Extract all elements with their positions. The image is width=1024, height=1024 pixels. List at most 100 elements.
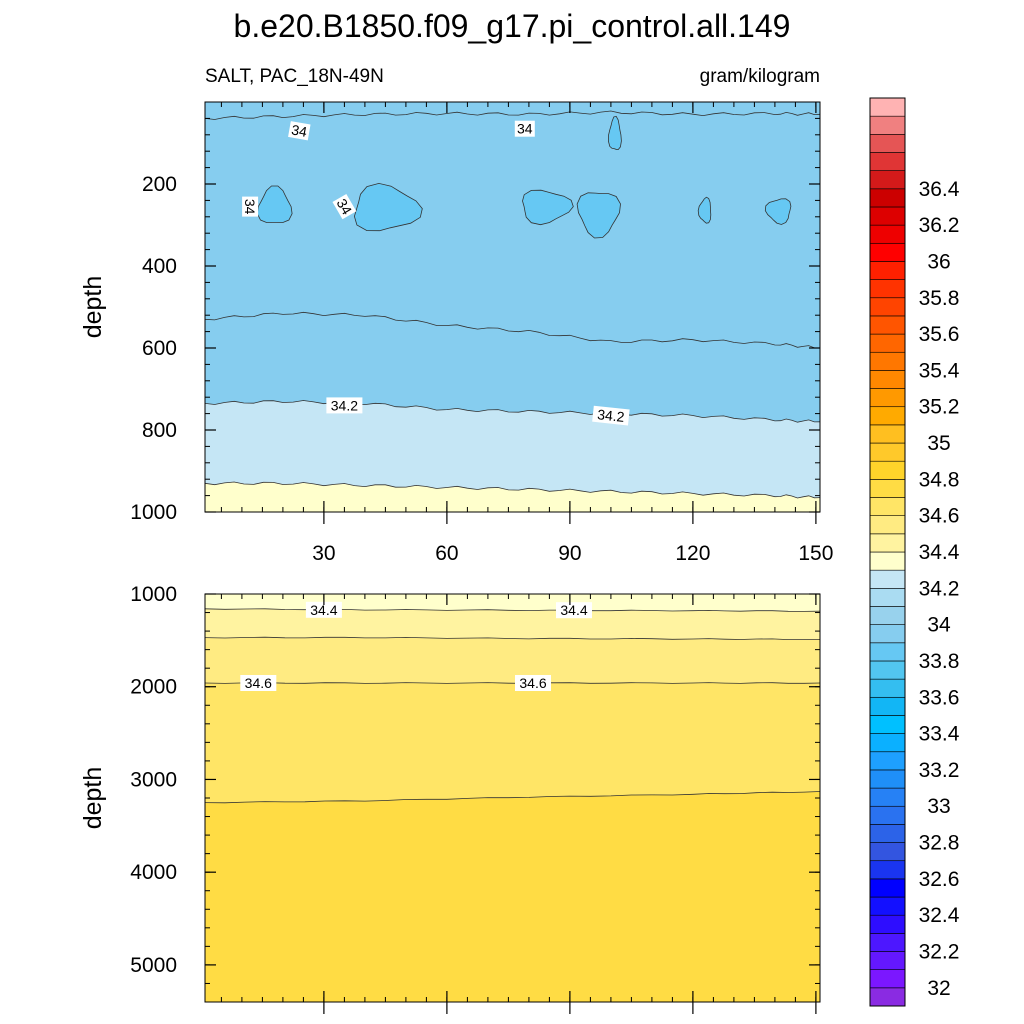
salinity-patch <box>607 115 622 151</box>
contour-label-text: 34.6 <box>245 675 272 691</box>
contour-label: 34 <box>332 193 357 220</box>
y-tick-label: 200 <box>142 173 177 196</box>
contour-label: 34.2 <box>592 405 630 426</box>
colorbar-swatch <box>869 769 906 789</box>
colorbar-swatch <box>869 370 906 389</box>
salinity-patch <box>576 192 621 239</box>
colorbar-tick-label: 34.6 <box>919 505 960 528</box>
colorbar-swatch <box>869 424 906 444</box>
colorbar-tick-label: 34 <box>927 614 951 637</box>
contour-label-box <box>288 121 311 141</box>
contour-label-text: 34 <box>334 196 356 218</box>
plot-frame <box>204 101 821 513</box>
y-axis-label: depth <box>79 767 107 830</box>
contour-label: 34.6 <box>240 675 277 691</box>
colorbar-swatch <box>869 333 906 353</box>
x-tick-label: 120 <box>675 542 710 565</box>
contour-label-text: 34 <box>517 121 533 137</box>
x-tick-label: 30 <box>312 542 335 565</box>
colorbar-tick-label: 33 <box>927 795 950 818</box>
figure-title: b.e20.B1850.f09_g17.pi_control.all.149 <box>234 8 791 44</box>
colorbar-swatch <box>869 170 906 190</box>
colorbar-swatch <box>869 896 906 916</box>
colorbar-swatch <box>869 297 906 317</box>
contour-line <box>205 481 820 499</box>
colorbar-swatch <box>869 261 906 280</box>
salinity-band <box>205 102 820 348</box>
x-tick-label: 60 <box>435 542 458 565</box>
colorbar-swatch <box>869 696 906 716</box>
colorbar-swatch <box>869 442 906 462</box>
colorbar-swatch <box>869 860 906 880</box>
colorbar-swatch <box>869 969 906 989</box>
colorbar-swatch <box>869 351 906 371</box>
colorbar-tick-label: 32.4 <box>919 904 960 927</box>
contour-line <box>205 110 820 120</box>
contour-label: 34.6 <box>515 675 551 691</box>
colorbar-swatch <box>869 624 906 644</box>
lower-depth-panel: 34.4 34.4 34.6 34.6 1000 2000 3000 4000 5000 dept… <box>79 583 821 1014</box>
salinity-band <box>205 791 820 1002</box>
colorbar-tick-label: 33.2 <box>919 759 960 782</box>
salinity-patch <box>353 182 423 232</box>
y-axis-label: depth <box>79 276 107 339</box>
colorbar-swatch <box>869 188 906 208</box>
contour-label-text: 34.4 <box>310 602 337 618</box>
colorbar-swatch <box>869 660 906 680</box>
colorbar-swatch <box>869 115 906 135</box>
colorbar-tick-label: 35.6 <box>919 323 960 346</box>
contour-label-text: 34.4 <box>560 602 587 618</box>
contour-line <box>205 791 820 804</box>
colorbar-swatch <box>869 224 906 244</box>
plot-area: 34.4 34.4 34.6 34.6 <box>205 594 820 1002</box>
contour-label-text: 34 <box>242 199 258 215</box>
colorbar-tick-label: 33.8 <box>919 650 960 673</box>
y-tick-label: 4000 <box>130 861 177 884</box>
contour-line <box>205 400 820 423</box>
colorbar-swatch <box>869 588 906 607</box>
contour-label-box <box>240 675 277 691</box>
colorbar-swatch <box>869 515 906 535</box>
colorbar-swatch <box>869 569 906 589</box>
contour-line <box>205 311 820 349</box>
colorbar-tick-label: 35.2 <box>919 396 960 419</box>
contour-label: 34 <box>514 120 535 137</box>
colorbar-swatch <box>869 678 906 698</box>
upper-depth-panel: 34 34 34 34 34.2 34.2 200 400 600 800 1000 30 60 90 12… <box>79 101 833 565</box>
y-tick-label: 400 <box>142 255 177 278</box>
y-tick-label: 3000 <box>130 768 177 791</box>
colorbar-tick-label: 36 <box>927 250 950 273</box>
colorbar-swatch <box>869 533 906 553</box>
contour-label-box <box>592 405 630 426</box>
salinity-patch <box>522 189 574 226</box>
y-tick-label: 1000 <box>130 501 177 524</box>
colorbar-swatch <box>869 206 906 226</box>
contour-label-text: 34 <box>290 121 308 139</box>
colorbar-tick-label: 36.2 <box>919 214 960 237</box>
colorbar-swatch <box>869 733 906 753</box>
colorbar-swatch <box>869 715 906 734</box>
colorbar-swatch <box>869 279 906 299</box>
contour-label-text: 34.2 <box>597 406 626 425</box>
colorbar-swatch <box>869 497 906 516</box>
contour-label: 34.4 <box>556 602 592 619</box>
salinity-patch <box>256 185 293 223</box>
colorbar-tick-label: 32 <box>927 977 950 1000</box>
contour-label: 34.4 <box>305 601 342 618</box>
contour-label-box <box>332 193 357 220</box>
contour-label-box <box>556 602 592 619</box>
y-tick-label: 1000 <box>130 583 177 606</box>
colorbar-swatch <box>869 987 906 1007</box>
y-tick-label: 5000 <box>130 954 177 977</box>
contour-label-box <box>514 120 535 137</box>
colorbar-swatch <box>869 460 906 480</box>
colorbar-swatch <box>869 933 906 952</box>
contour-label: 34 <box>242 196 259 217</box>
contour-label-box <box>305 601 342 618</box>
colorbar-tick-label: 36.4 <box>919 178 960 201</box>
colorbar: 32 32.2 32.4 32.6 32.8 33 33.2 33.4 33.6 33.8 34 34… <box>869 97 960 1007</box>
colorbar-swatch <box>869 787 906 807</box>
salinity-band <box>205 637 820 684</box>
y-tick-label: 600 <box>142 337 177 360</box>
